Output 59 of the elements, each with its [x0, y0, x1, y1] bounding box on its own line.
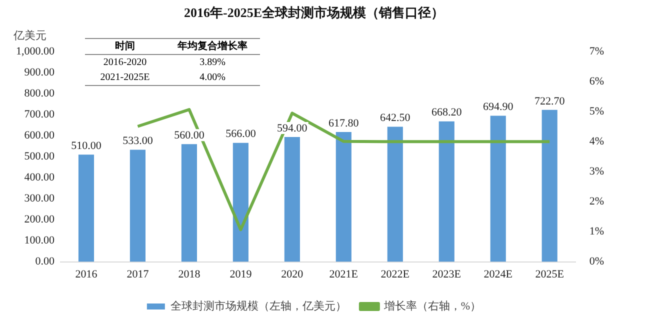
y2-tick-label: 5% — [589, 106, 604, 118]
bar — [490, 116, 506, 262]
y2-tick-label: 2% — [589, 196, 604, 208]
legend-label: 全球封测市场规模（左轴，亿美元） — [170, 299, 346, 312]
x-tick-label: 2016 — [75, 268, 98, 280]
y2-tick-label: 7% — [589, 45, 604, 58]
annotation: 2016-2020 — [102, 56, 148, 70]
x-tick-label: 2019 — [230, 268, 252, 280]
chart-title: 2016年-2025E全球封测市场规模（销售口径） — [184, 5, 444, 20]
y-axis-title: 亿美元 — [12, 28, 46, 42]
y-tick-label: 500.00 — [24, 150, 55, 163]
y-tick-label: 0.00 — [35, 256, 55, 268]
y2-tick-label: 0% — [589, 256, 604, 268]
x-tick-label: 2025E — [535, 268, 564, 280]
annotation: 年均复合增长率 — [165, 39, 260, 55]
bar — [438, 121, 454, 262]
data-label: 642.50 — [380, 112, 411, 124]
legend-label: 增长率（右轴，%） — [382, 299, 482, 312]
y2-tick-label: 6% — [589, 76, 604, 88]
bar — [232, 142, 248, 262]
data-label: 722.70 — [534, 95, 566, 108]
y2-tick-label: 1% — [589, 226, 604, 238]
y-tick-label: 800.00 — [24, 88, 55, 100]
y-tick-label: 600.00 — [24, 130, 55, 142]
bar — [78, 154, 94, 262]
y-tick-label: 700.00 — [24, 108, 55, 121]
x-tick-label: 2021E — [329, 268, 358, 280]
bar — [336, 132, 352, 262]
annotation: 2021-2025E — [99, 71, 151, 85]
annotation: 4.00% — [198, 71, 226, 85]
bar — [387, 126, 403, 262]
data-label: 560.00 — [174, 129, 205, 142]
y-tick-label: 100.00 — [24, 234, 55, 247]
x-tick-label: 2020 — [281, 268, 304, 280]
data-label: 533.00 — [122, 135, 154, 148]
y-tick-label: 1,000.00 — [16, 45, 55, 58]
x-tick-label: 2023E — [432, 268, 462, 280]
y2-tick-label: 3% — [589, 166, 604, 178]
data-label: 566.00 — [226, 128, 256, 140]
bar — [542, 110, 558, 262]
y-tick-label: 200.00 — [24, 214, 55, 226]
annotation: 时间 — [85, 39, 165, 55]
y-tick-label: 900.00 — [24, 66, 55, 79]
bar — [284, 136, 300, 262]
bar — [181, 144, 197, 262]
data-label: 510.00 — [71, 140, 102, 152]
y-tick-label: 400.00 — [24, 172, 55, 184]
y2-tick-label: 4% — [589, 136, 604, 148]
bar — [130, 150, 146, 262]
annotation: 3.89% — [198, 56, 226, 70]
y-tick-label: 300.00 — [24, 192, 55, 205]
x-tick-label: 2024E — [484, 268, 513, 280]
data-label: 594.00 — [277, 122, 308, 134]
x-tick-label: 2022E — [380, 268, 410, 280]
data-label: 668.20 — [432, 106, 462, 119]
x-tick-label: 2018 — [178, 268, 201, 280]
data-label: 694.90 — [482, 101, 514, 114]
x-tick-label: 2017 — [126, 268, 150, 280]
data-label: 617.80 — [328, 117, 360, 130]
